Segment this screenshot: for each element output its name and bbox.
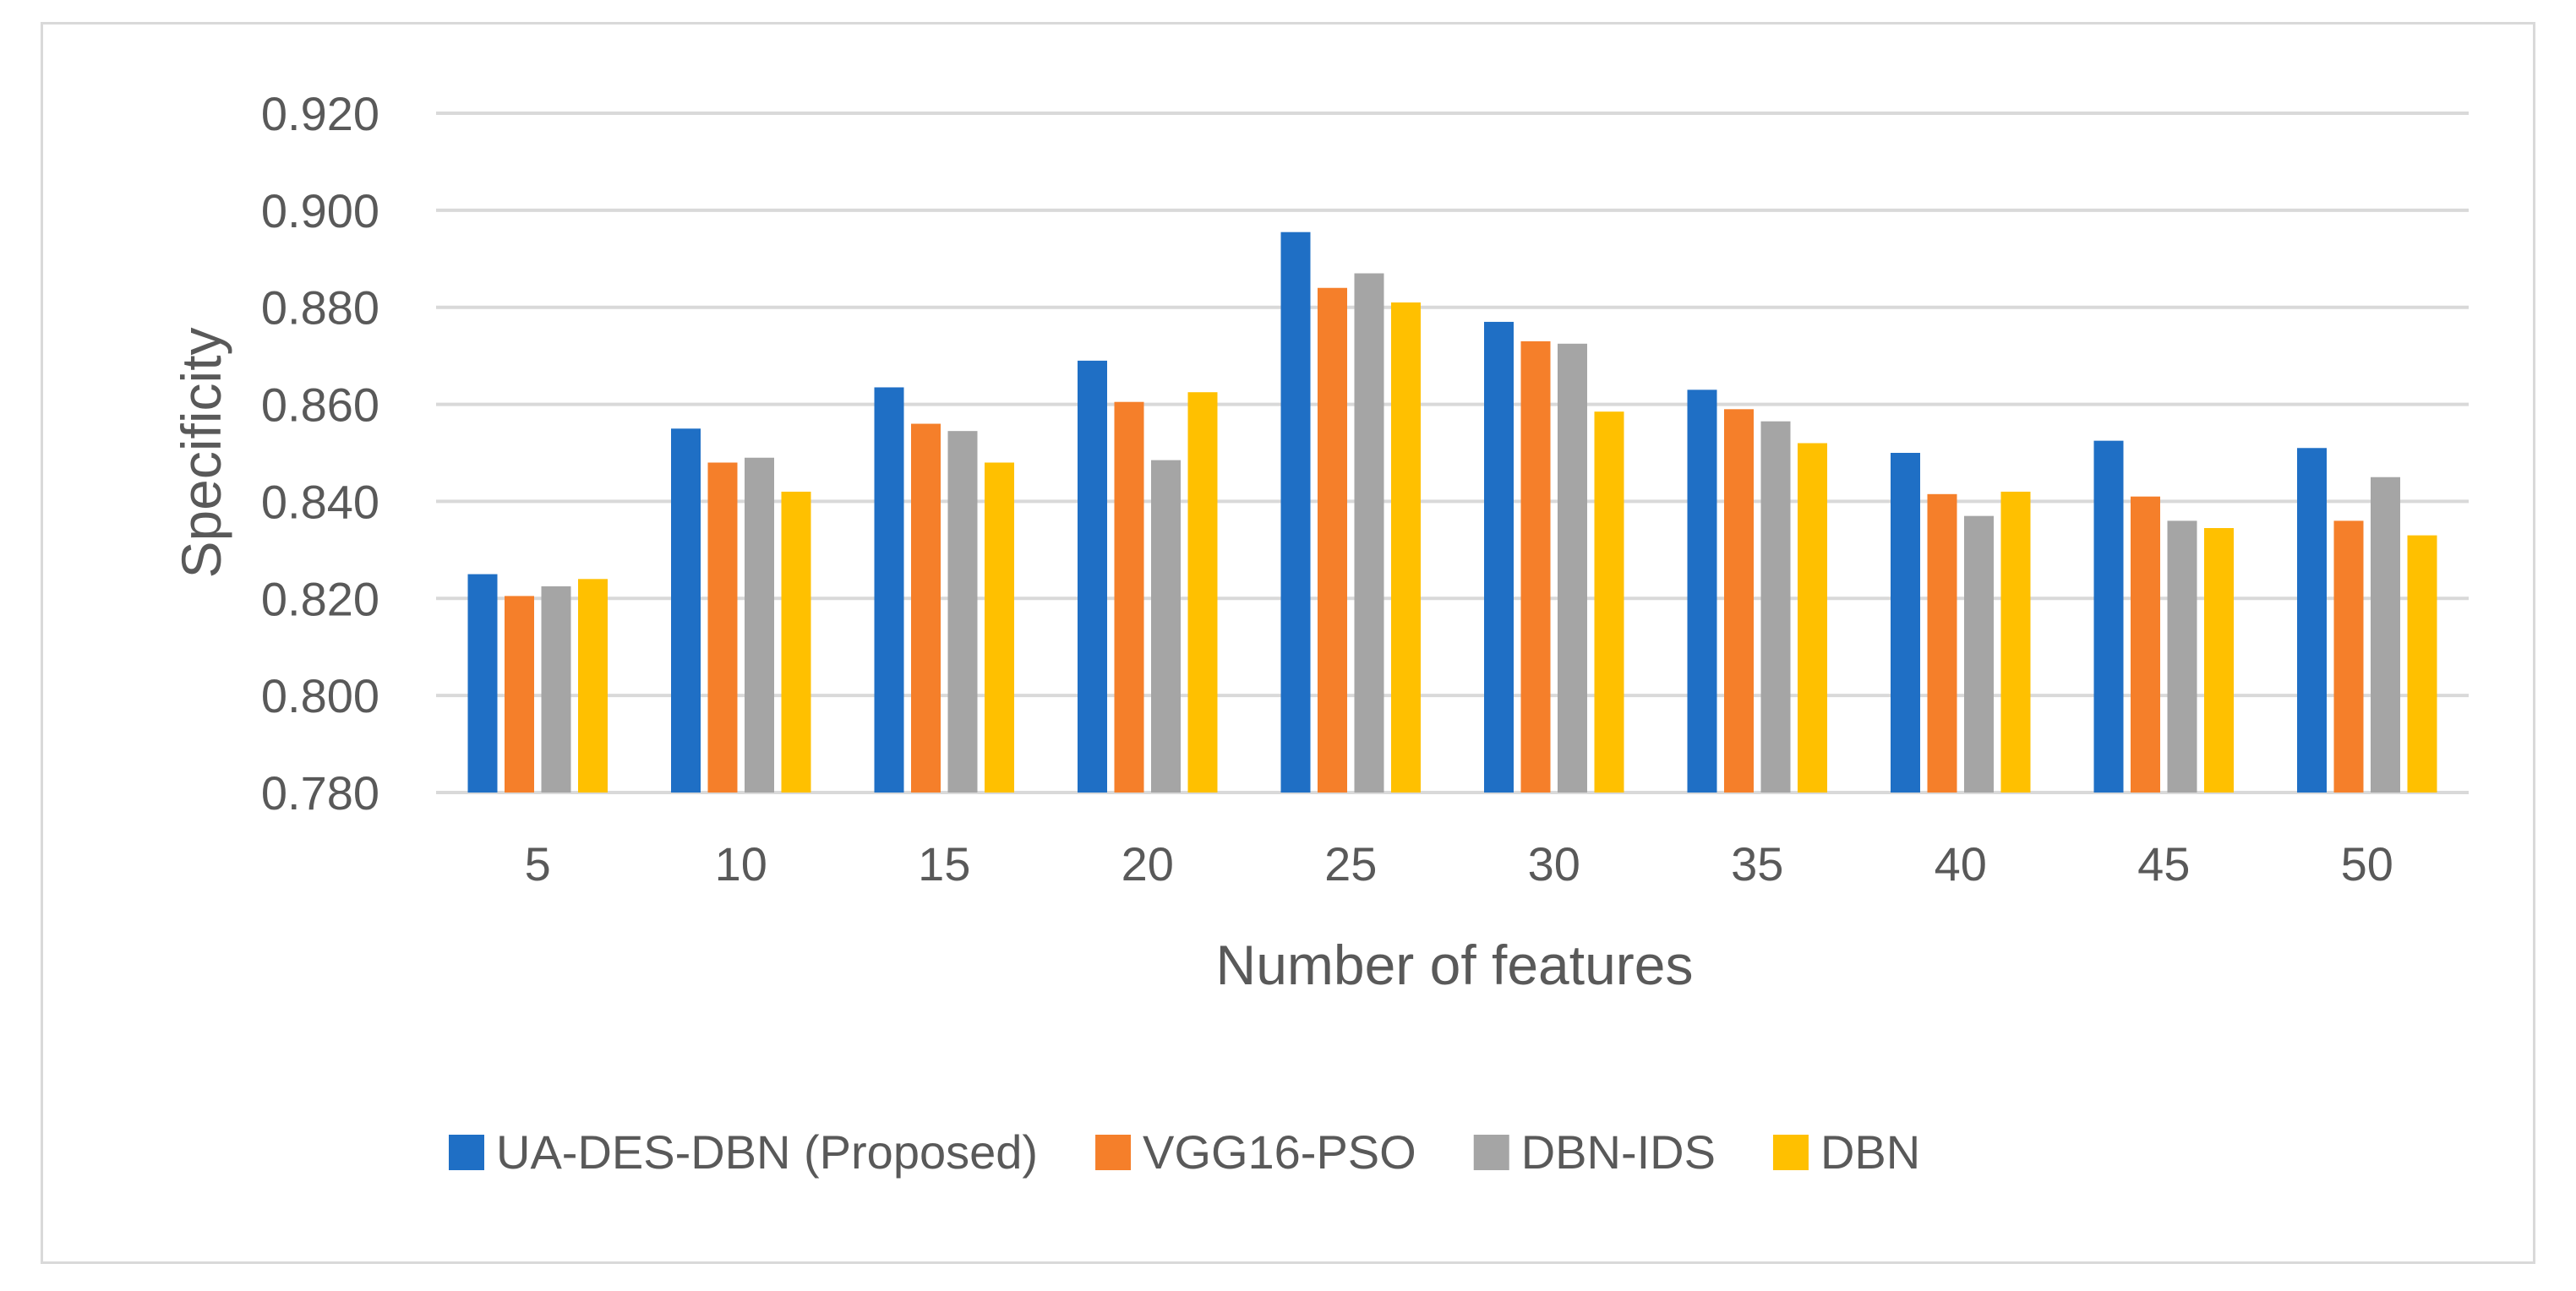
bar: [1114, 401, 1144, 793]
bar: [2371, 477, 2400, 793]
bar: [1078, 360, 1107, 793]
legend-swatch: [1772, 1135, 1809, 1170]
bar: [2093, 440, 2124, 793]
legend-item: DBN-IDS: [1473, 1125, 1716, 1179]
x-tick-label: 20: [1122, 837, 1174, 891]
y-tick-label: 0.860: [261, 379, 379, 432]
x-tick-label: 50: [2341, 837, 2393, 891]
bar: [1151, 460, 1181, 793]
bar: [1484, 321, 1514, 793]
legend-item: DBN: [1772, 1125, 1920, 1179]
bar: [671, 428, 701, 793]
x-axis-ticks: 5 10 15 20 25 30 35 40 45 50: [525, 837, 2393, 891]
bar: [505, 596, 534, 793]
legend-label: DBN: [1820, 1125, 1920, 1179]
legend-item: VGG16-PSO: [1095, 1125, 1416, 1179]
bar: [707, 462, 738, 793]
y-tick-label: 0.800: [261, 669, 379, 722]
y-tick-label: 0.840: [261, 475, 379, 528]
bar: [1798, 443, 1827, 793]
x-tick-label: 30: [1528, 837, 1580, 891]
x-tick-label: 5: [525, 837, 551, 891]
legend-swatch: [1095, 1135, 1132, 1170]
gridlines: [436, 112, 2469, 794]
bar: [1724, 409, 1754, 793]
bars: [467, 232, 2437, 793]
bar: [2204, 528, 2234, 793]
x-tick-label: 10: [715, 837, 767, 891]
x-tick-label: 35: [1731, 837, 1783, 891]
bar: [1687, 389, 1717, 793]
bar: [2333, 520, 2364, 793]
bar: [781, 491, 811, 793]
legend: UA-DES-DBN (Proposed) VGG16-PSO DBN-IDS DBN: [449, 1125, 1920, 1179]
y-tick-label: 0.820: [261, 572, 379, 625]
bar: [467, 574, 498, 793]
legend-swatch: [1473, 1135, 1509, 1170]
bar: [2297, 448, 2327, 793]
bar: [1891, 453, 1920, 793]
bar: [2167, 520, 2197, 793]
legend-label: UA-DES-DBN (Proposed): [496, 1125, 1038, 1179]
bar: [874, 387, 904, 793]
bar: [1558, 343, 1587, 793]
bar: [911, 423, 941, 793]
bar: [745, 457, 774, 793]
x-tick-label: 40: [1935, 837, 1987, 891]
bar: [985, 462, 1014, 793]
bar-chart: 0.780 0.800 0.820 0.840 0.860 0.880 0.900 0.920…: [170, 87, 2469, 1179]
legend-label: DBN-IDS: [1521, 1125, 1716, 1179]
bar: [1927, 493, 1957, 793]
legend-swatch: [449, 1135, 484, 1170]
bar: [1594, 411, 1624, 793]
bar: [1520, 340, 1551, 793]
bar: [1760, 421, 1791, 793]
bar: [1964, 515, 1994, 793]
y-axis-ticks: 0.780 0.800 0.820 0.840 0.860 0.880 0.900 0.920: [261, 87, 379, 820]
bar: [2407, 535, 2437, 793]
bar: [1354, 273, 1384, 793]
y-tick-label: 0.920: [261, 87, 379, 140]
bar: [541, 586, 571, 793]
y-axis-title: Specificity: [170, 327, 232, 578]
bar: [2000, 491, 2031, 793]
y-tick-label: 0.900: [261, 184, 379, 237]
x-tick-label: 15: [918, 837, 970, 891]
bar: [947, 431, 978, 793]
bar: [1280, 232, 1311, 793]
legend-item: UA-DES-DBN (Proposed): [449, 1125, 1038, 1179]
x-tick-label: 25: [1324, 837, 1377, 891]
chart-frame: 0.780 0.800 0.820 0.840 0.860 0.880 0.900 0.920…: [41, 22, 2535, 1264]
legend-label: VGG16-PSO: [1143, 1125, 1416, 1179]
y-tick-label: 0.880: [261, 281, 379, 335]
bar: [1318, 287, 1347, 793]
bar: [1187, 392, 1218, 793]
bar: [578, 579, 608, 793]
y-tick-label: 0.780: [261, 766, 379, 820]
x-tick-label: 45: [2137, 837, 2190, 891]
bar: [2131, 496, 2160, 793]
x-axis-title: Number of features: [1216, 934, 1694, 996]
bar: [1391, 302, 1421, 793]
